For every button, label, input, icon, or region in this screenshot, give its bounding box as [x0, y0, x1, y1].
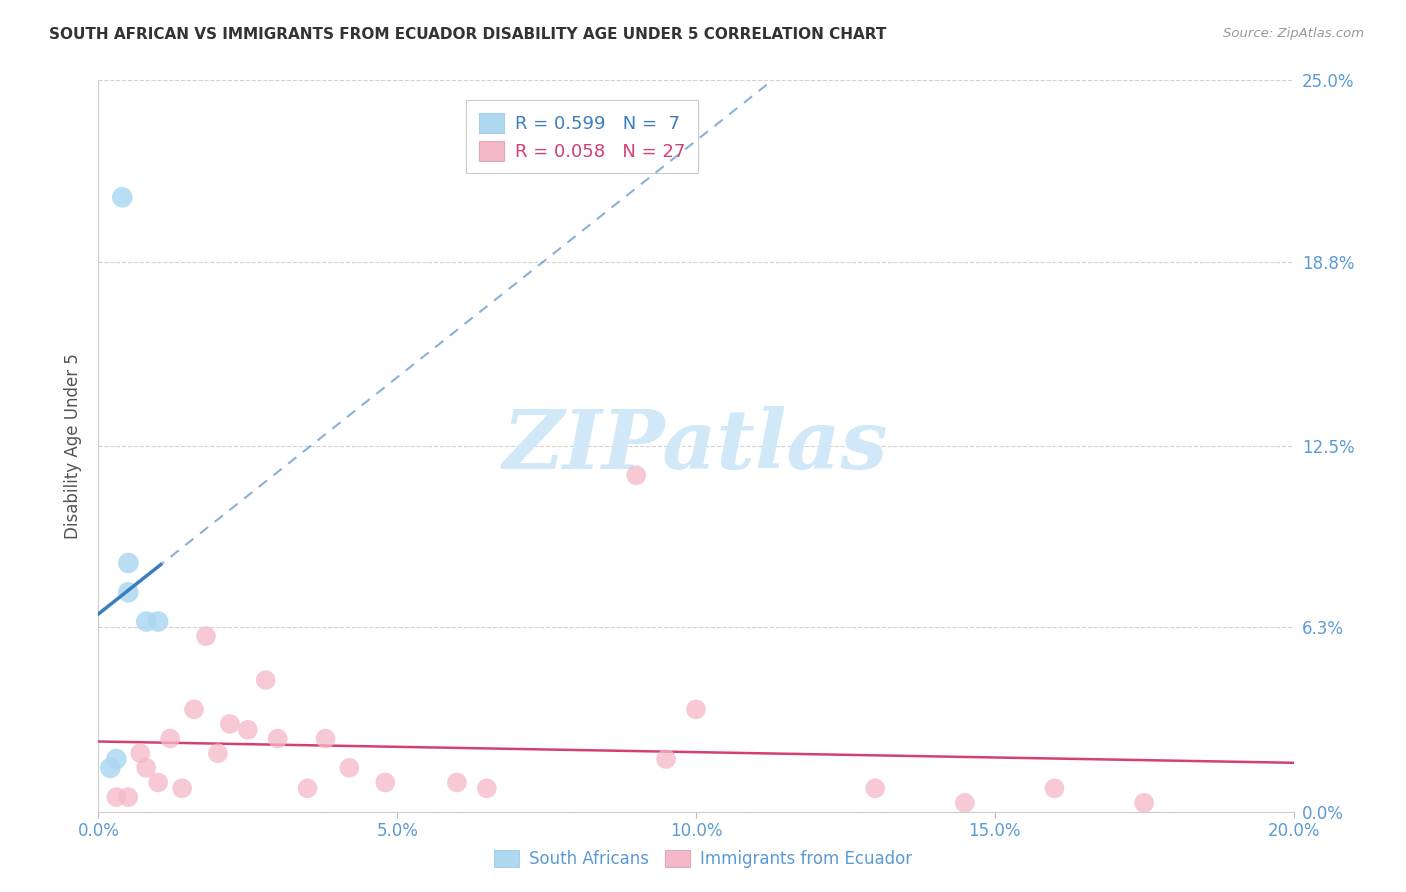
- Point: [117, 790, 139, 805]
- Point: [172, 781, 194, 796]
- Point: [236, 723, 259, 737]
- Text: SOUTH AFRICAN VS IMMIGRANTS FROM ECUADOR DISABILITY AGE UNDER 5 CORRELATION CHAR: SOUTH AFRICAN VS IMMIGRANTS FROM ECUADOR…: [49, 27, 887, 42]
- Point: [135, 761, 157, 775]
- Point: [105, 790, 128, 805]
- Legend: South Africans, Immigrants from Ecuador: South Africans, Immigrants from Ecuador: [486, 843, 920, 875]
- Point: [446, 775, 468, 789]
- Point: [655, 752, 678, 766]
- Point: [159, 731, 181, 746]
- Point: [207, 746, 229, 760]
- Point: [135, 615, 157, 629]
- Text: Source: ZipAtlas.com: Source: ZipAtlas.com: [1223, 27, 1364, 40]
- Y-axis label: Disability Age Under 5: Disability Age Under 5: [65, 353, 83, 539]
- Point: [865, 781, 887, 796]
- Point: [195, 629, 218, 643]
- Point: [626, 468, 648, 483]
- Point: [953, 796, 976, 810]
- Point: [297, 781, 319, 796]
- Point: [117, 556, 139, 570]
- Point: [105, 752, 128, 766]
- Text: ZIPatlas: ZIPatlas: [503, 406, 889, 486]
- Point: [267, 731, 290, 746]
- Point: [148, 615, 170, 629]
- Point: [183, 702, 205, 716]
- Point: [374, 775, 396, 789]
- Point: [219, 717, 242, 731]
- Point: [475, 781, 498, 796]
- Point: [1043, 781, 1066, 796]
- Point: [148, 775, 170, 789]
- Point: [339, 761, 361, 775]
- Point: [111, 190, 134, 204]
- Point: [117, 585, 139, 599]
- Point: [685, 702, 707, 716]
- Point: [98, 761, 122, 775]
- Point: [1133, 796, 1156, 810]
- Point: [129, 746, 152, 760]
- Point: [254, 673, 277, 687]
- Legend: R = 0.599   N =  7, R = 0.058   N = 27: R = 0.599 N = 7, R = 0.058 N = 27: [465, 100, 697, 173]
- Point: [315, 731, 337, 746]
